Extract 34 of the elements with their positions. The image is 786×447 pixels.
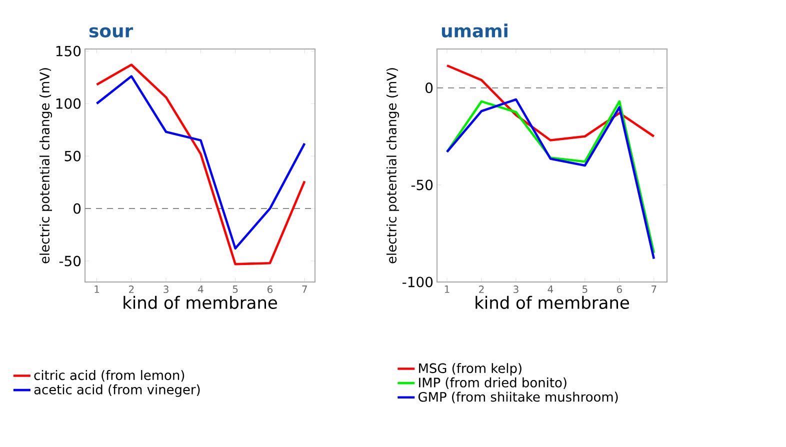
x-tick-label: 3: [514, 286, 518, 294]
x-tick-label: 4: [198, 286, 204, 293]
y-tick-label: 0: [426, 82, 433, 94]
x-tick-label: 2: [479, 286, 484, 293]
x-tick-label: 1: [94, 286, 100, 293]
x-tick-label: 7: [652, 286, 656, 293]
y-tick-label: -50: [59, 256, 81, 266]
y-tick-label: -50: [411, 180, 433, 190]
legend-label: acetic acid (from vineger): [34, 384, 200, 397]
x-axis-title: kind of membrane: [124, 296, 277, 309]
x-tick-label: 6: [616, 286, 622, 294]
x-axis-title: kind of membrane: [476, 296, 629, 309]
y-tick-label: 150: [56, 46, 81, 56]
y-axis-title: electric potential change (mV): [386, 68, 399, 264]
legend-label: MSG (from kelp): [419, 363, 522, 376]
legend-label: IMP (from dried bonito): [419, 377, 566, 389]
y-axis-title: electric potential change (mV): [39, 68, 52, 264]
x-tick-label: 1: [444, 286, 450, 293]
x-tick-label: 3: [164, 286, 168, 294]
x-tick-label: 6: [268, 286, 273, 294]
x-tick-label: 7: [302, 286, 307, 293]
y-tick-label: -100: [402, 276, 433, 288]
y-tick-label: 100: [56, 98, 81, 109]
y-tick-label: 50: [64, 150, 81, 162]
line-series: [446, 64, 656, 142]
legend-label: GMP (from shiitake mushroom): [418, 392, 618, 404]
legend-label: citric acid (from lemon): [34, 370, 184, 382]
chart-title: sour: [89, 27, 134, 38]
x-tick-label: 2: [128, 286, 134, 293]
x-tick-label: 5: [582, 286, 588, 293]
x-tick-label: 4: [548, 286, 554, 293]
y-tick-label: 0: [74, 203, 81, 214]
chart-title: umami: [442, 24, 508, 38]
x-tick-label: 5: [232, 286, 238, 293]
